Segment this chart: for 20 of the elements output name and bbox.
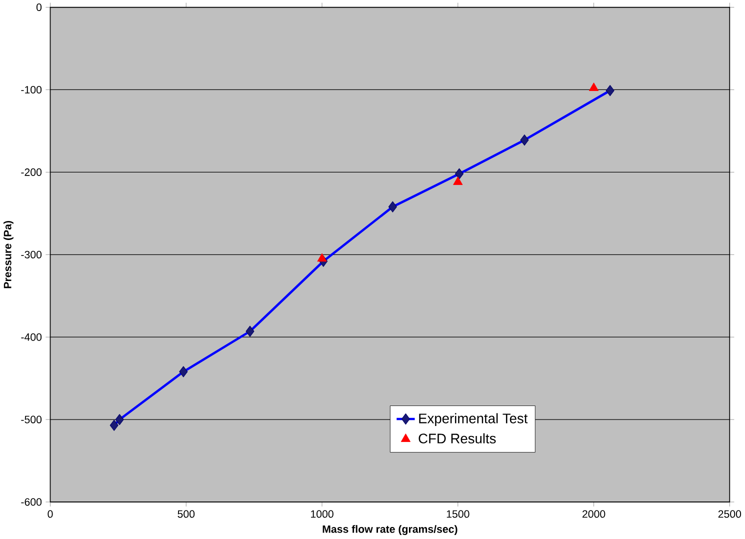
- y-tick-label: -200: [21, 168, 42, 176]
- point: [588, 82, 599, 92]
- x-tick-label: 2000: [582, 510, 606, 518]
- y-tick-label: -100: [21, 86, 42, 94]
- x-axis-title: Mass flow rate (grams/sec): [322, 525, 458, 536]
- y-tick-label: 0: [36, 4, 42, 12]
- x-tick-label: 1000: [311, 510, 334, 518]
- legend-label: Experimental Test: [419, 413, 528, 426]
- y-tick-label: -400: [21, 334, 42, 342]
- y-tick-label: -300: [21, 251, 42, 259]
- y-tick-label: -500: [21, 416, 42, 424]
- y-tick-label: -600: [21, 498, 42, 506]
- x-tick-label: 2500: [718, 510, 742, 518]
- legend-label: CFD Results: [418, 433, 496, 444]
- x-tick-label: 500: [178, 510, 195, 518]
- y-axis-title: Pressure (Pa): [4, 221, 14, 288]
- point: [453, 176, 463, 186]
- x-tick-label: 0: [48, 510, 53, 518]
- point: [317, 253, 327, 262]
- x-tick-label: 1500: [446, 510, 470, 518]
